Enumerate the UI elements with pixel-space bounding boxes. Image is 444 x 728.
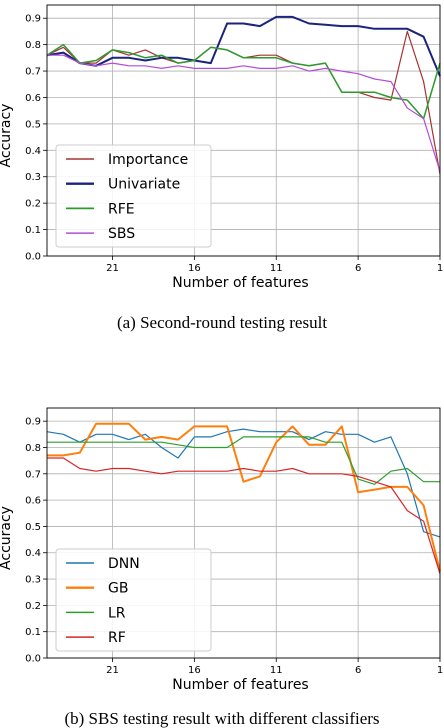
legend-label-rf: RF (108, 630, 126, 646)
y-tick-label: 0.8 (25, 40, 41, 51)
plot-frame (46, 407, 441, 659)
x-tick-label: 21 (106, 665, 119, 676)
legend-label-sbs: SBS (108, 226, 135, 242)
x-tick-label: 21 (106, 263, 119, 274)
x-tick-label: 11 (270, 665, 283, 676)
legend-label-importance: Importance (108, 152, 188, 168)
legend-label-lr: LR (108, 605, 126, 621)
y-tick-label: 0.3 (25, 575, 41, 586)
legend-label-univariate: Univariate (108, 177, 180, 193)
x-tick-label: 16 (188, 665, 201, 676)
y-tick-label: 0.0 (25, 654, 41, 665)
y-tick-label: 0.7 (25, 469, 41, 480)
y-tick-label: 0.6 (25, 496, 41, 507)
series-line-univariate (46, 15, 441, 77)
y-tick-label: 0.0 (25, 252, 41, 263)
y-tick-label: 0.5 (25, 522, 41, 533)
y-tick-label: 0.6 (25, 93, 41, 104)
y-tick-label: 0.9 (25, 14, 41, 25)
series-line-gb (47, 422, 441, 572)
x-tick-label: 16 (188, 263, 201, 274)
legend-box (55, 548, 212, 652)
y-tick-label: 0.4 (25, 146, 41, 157)
y-tick-label: 0.2 (25, 199, 41, 210)
chart-caption: (b) SBS testing result with different cl… (64, 709, 379, 728)
y-tick-label: 0.9 (25, 417, 41, 428)
y-tick-label: 0.2 (25, 601, 41, 612)
legend-label-gb: GB (108, 581, 128, 597)
y-tick-label: 0.7 (25, 67, 41, 78)
y-tick-label: 0.8 (25, 443, 41, 454)
plot-frame (46, 4, 441, 257)
series-line-rfe (46, 43, 441, 120)
y-tick-label: 0.4 (25, 548, 41, 559)
chart-caption: (a) Second-round testing result (117, 313, 327, 332)
series-line-dnn (46, 428, 441, 538)
legend-label-rfe: RFE (108, 201, 135, 217)
x-axis-label: Number of features (172, 275, 308, 291)
x-tick-label: 6 (355, 263, 361, 274)
y-axis-label: Accuracy (0, 104, 14, 168)
x-tick-label: 1 (437, 263, 443, 274)
y-tick-label: 0.5 (25, 119, 41, 130)
series-line-rf (47, 457, 441, 574)
series-line-lr (47, 436, 440, 485)
series-line-sbs (47, 54, 441, 172)
y-tick-label: 0.1 (25, 225, 41, 236)
y-axis-label: Accuracy (0, 506, 14, 570)
y-tick-label: 0.1 (25, 627, 41, 638)
x-axis-label: Number of features (172, 677, 308, 693)
chart-2: 0.0 0.1 0.2 0.3 0.4 0.5 0.6 0.7 0.8 0.9 21 16 11 6 1 Nu… (0, 407, 443, 728)
legend-box (55, 144, 212, 248)
x-tick-label: 1 (437, 665, 443, 676)
x-tick-label: 11 (270, 263, 283, 274)
y-tick-label: 0.3 (25, 172, 41, 183)
legend-label-dnn: DNN (108, 556, 140, 572)
chart-1: 0.0 0.1 0.2 0.3 0.4 0.5 0.6 0.7 0.8 0.9 21 16 11 6 1 Nu… (0, 4, 443, 332)
x-tick-label: 6 (355, 665, 361, 676)
